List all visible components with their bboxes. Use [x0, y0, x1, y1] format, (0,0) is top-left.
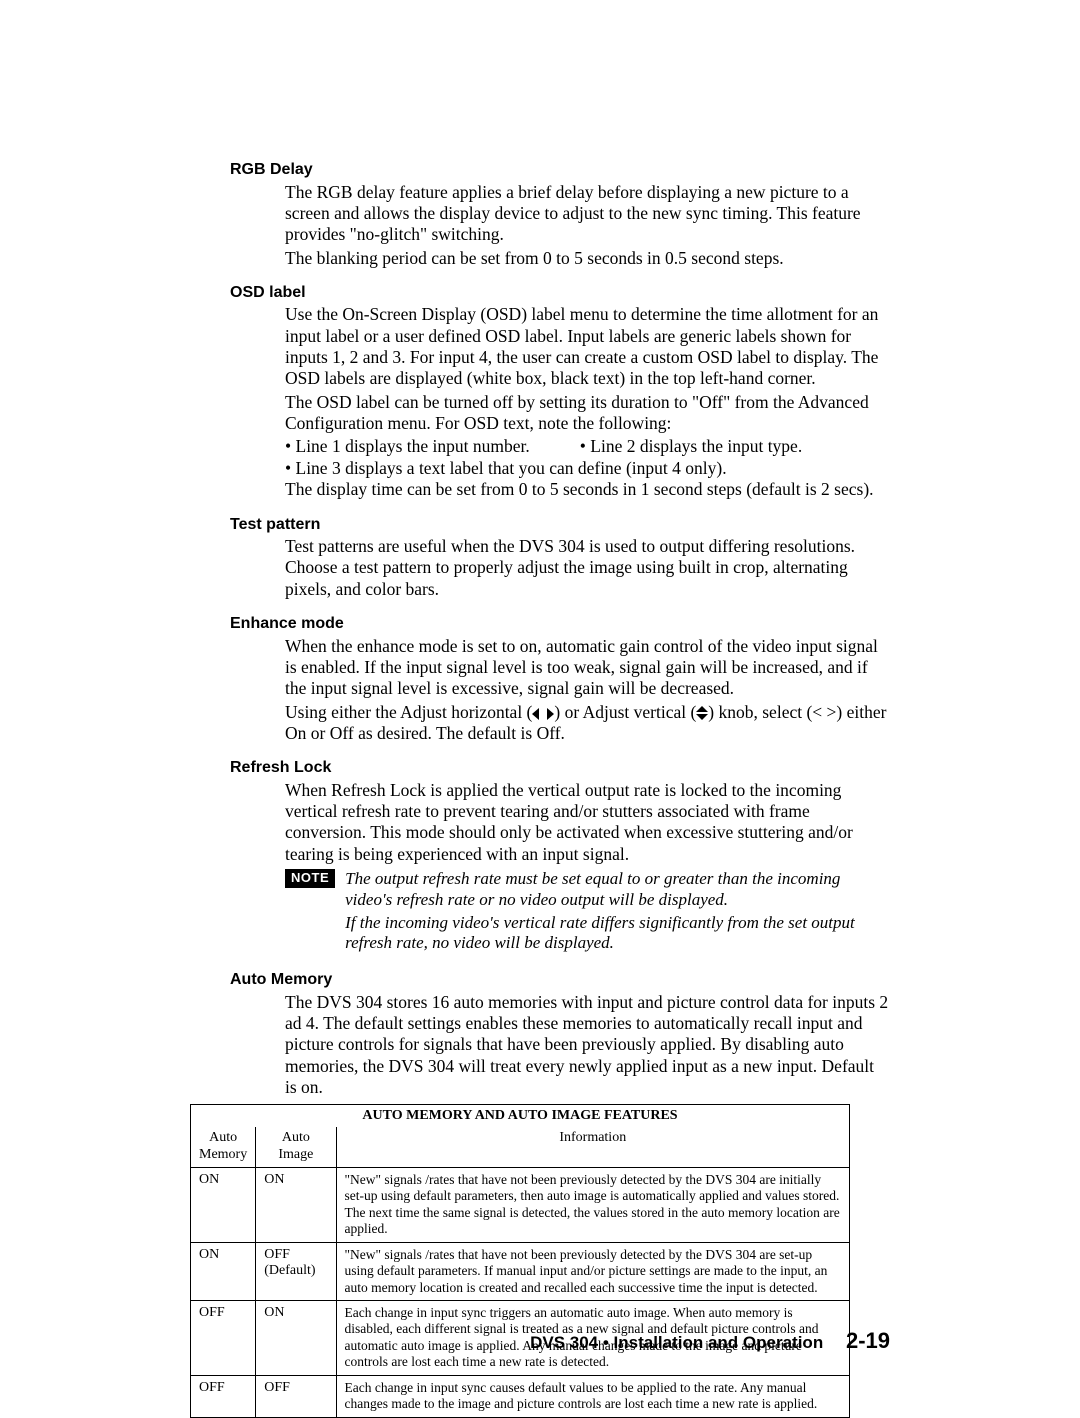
table-cell-info: "New" signals /rates that have not been … — [336, 1242, 849, 1300]
osd-label-body: Use the On-Screen Display (OSD) label me… — [285, 304, 890, 500]
vertical-adjust-icon — [696, 706, 708, 720]
test-pattern-body: Test patterns are useful when the DVS 30… — [285, 536, 890, 600]
enhance-mode-p1: When the enhance mode is set to on, auto… — [285, 636, 890, 700]
table-cell-c1: ON — [191, 1242, 256, 1300]
test-pattern-heading: Test pattern — [230, 515, 890, 535]
rgb-delay-p2: The blanking period can be set from 0 to… — [285, 248, 890, 269]
enhance-mode-p2: Using either the Adjust horizontal ( ) or… — [285, 702, 890, 745]
rgb-delay-body: The RGB delay feature applies a brief de… — [285, 182, 890, 269]
refresh-lock-heading: Refresh Lock — [230, 758, 890, 778]
enhance-mode-body: When the enhance mode is set to on, auto… — [285, 636, 890, 745]
note-badge: NOTE — [285, 869, 335, 888]
refresh-lock-note1: The output refresh rate must be set equa… — [345, 869, 890, 910]
footer-page-number: 2-19 — [846, 1328, 890, 1353]
document-page: RGB Delay The RGB delay feature applies … — [0, 0, 1080, 1397]
table-row: ON ON "New" signals /rates that have not… — [191, 1167, 850, 1242]
table-cell-info: Each change in input sync causes default… — [336, 1375, 849, 1417]
osd-label-bullet3: • Line 3 displays a text label that you … — [285, 458, 890, 479]
osd-label-bullet2: • Line 2 displays the input type. — [580, 436, 802, 457]
osd-label-p1: Use the On-Screen Display (OSD) label me… — [285, 304, 890, 389]
auto-memory-p1: The DVS 304 stores 16 auto memories with… — [285, 992, 890, 1099]
osd-label-bullet1: • Line 1 displays the input number. — [285, 436, 530, 457]
table-cell-c2: ON — [256, 1167, 336, 1242]
osd-label-heading: OSD label — [230, 283, 890, 303]
osd-label-p3: The display time can be set from 0 to 5 … — [285, 479, 890, 500]
rgb-delay-heading: RGB Delay — [230, 160, 890, 180]
enhance-mode-p2a: Using either the Adjust horizontal ( — [285, 702, 532, 722]
refresh-lock-note: NOTE The output refresh rate must be set… — [285, 869, 890, 956]
table-row: ON OFF(Default) "New" signals /rates tha… — [191, 1242, 850, 1300]
refresh-lock-note2: If the incoming video's vertical rate di… — [345, 913, 890, 954]
table-cell-info: "New" signals /rates that have not been … — [336, 1167, 849, 1242]
osd-label-p2: The OSD label can be turned off by setti… — [285, 392, 890, 435]
table-title: AUTO MEMORY AND AUTO IMAGE FEATURES — [191, 1105, 850, 1127]
rgb-delay-p1: The RGB delay feature applies a brief de… — [285, 182, 890, 246]
enhance-mode-p2b: ) or Adjust vertical ( — [554, 702, 696, 722]
table-col-auto-image: Auto Image — [256, 1127, 336, 1167]
test-pattern-p1: Test patterns are useful when the DVS 30… — [285, 536, 890, 600]
note-text: The output refresh rate must be set equa… — [345, 869, 890, 956]
auto-memory-body: The DVS 304 stores 16 auto memories with… — [285, 992, 890, 1099]
table-cell-c2: ON — [256, 1301, 336, 1376]
table-cell-c2: OFF — [256, 1375, 336, 1417]
enhance-mode-heading: Enhance mode — [230, 614, 890, 634]
table-row: OFF OFF Each change in input sync causes… — [191, 1375, 850, 1417]
refresh-lock-body: When Refresh Lock is applied the vertica… — [285, 780, 890, 956]
osd-label-bullets-row1: • Line 1 displays the input number. • Li… — [285, 436, 890, 457]
horizontal-adjust-icon — [532, 708, 554, 720]
table-cell-c1: OFF — [191, 1301, 256, 1376]
footer-title: DVS 304 • Installation and Operation — [530, 1333, 823, 1352]
table-cell-c1: OFF — [191, 1375, 256, 1417]
table-col-information: Information — [336, 1127, 849, 1167]
table-cell-c1: ON — [191, 1167, 256, 1242]
auto-memory-table: AUTO MEMORY AND AUTO IMAGE FEATURES Auto… — [190, 1104, 850, 1417]
table-cell-c2: OFF(Default) — [256, 1242, 336, 1300]
table-header-row: Auto Memory Auto Image Information — [191, 1127, 850, 1167]
page-footer: DVS 304 • Installation and Operation 2-1… — [530, 1328, 890, 1355]
refresh-lock-p1: When Refresh Lock is applied the vertica… — [285, 780, 890, 865]
table-col-auto-memory: Auto Memory — [191, 1127, 256, 1167]
auto-memory-heading: Auto Memory — [230, 970, 890, 990]
